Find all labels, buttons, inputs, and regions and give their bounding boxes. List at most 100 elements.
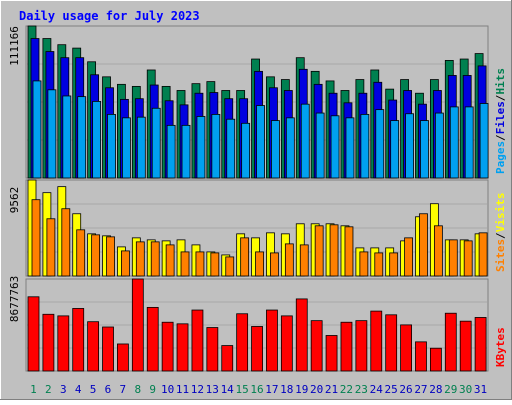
bar-sites-5: [91, 234, 101, 277]
bar-kbytes-26: [400, 324, 412, 372]
day-label-2: 2: [45, 383, 52, 396]
bar-kbytes-27: [415, 341, 427, 372]
day-label-29: 29: [444, 383, 457, 396]
bar-sites-13: [210, 252, 220, 277]
day-label-5: 5: [90, 383, 97, 396]
bar-kbytes-11: [176, 323, 189, 372]
legend-item-pages: Pages: [494, 141, 507, 174]
day-label-30: 30: [459, 383, 472, 396]
bar-kbytes-8: [131, 278, 144, 372]
bar-sites-30: [463, 240, 473, 277]
bar-sites-17: [270, 252, 279, 277]
day-label-23: 23: [355, 383, 368, 396]
bar-sites-24: [374, 252, 384, 277]
bar-kbytes-10: [161, 321, 174, 372]
bar-sites-19: [299, 244, 309, 277]
day-label-12: 12: [191, 383, 204, 396]
legend-separator: /: [494, 232, 507, 239]
day-label-31: 31: [474, 383, 487, 396]
panel-max-label: 8677763: [8, 276, 21, 322]
bar-pages-26: [405, 113, 414, 179]
bar-kbytes-3: [57, 315, 70, 372]
bar-sites-14: [225, 256, 235, 277]
day-label-14: 14: [221, 383, 235, 396]
bar-pages-15: [241, 122, 251, 179]
bar-kbytes-7: [117, 343, 129, 372]
day-label-13: 13: [206, 383, 219, 396]
bar-kbytes-1: [27, 296, 40, 372]
legend-separator: /: [494, 134, 507, 141]
legend-separator: /: [494, 95, 507, 102]
panel-legend: Sites/Visits: [494, 193, 507, 273]
day-label-22: 22: [340, 383, 353, 396]
panel-max-label: 111166: [8, 26, 21, 66]
bar-kbytes-6: [102, 326, 114, 372]
bar-sites-31: [478, 232, 488, 277]
bar-pages-4: [77, 96, 87, 179]
bar-pages-14: [226, 118, 236, 179]
panel-legend: Pages/Files/Hits: [494, 68, 507, 174]
bar-pages-1: [32, 80, 42, 179]
bar-kbytes-16: [251, 326, 263, 372]
legend-item-hits: Hits: [494, 68, 507, 95]
bar-pages-2: [47, 89, 57, 179]
bar-pages-13: [211, 114, 221, 179]
bar-pages-29: [449, 106, 459, 179]
bar-kbytes-13: [206, 327, 219, 372]
bar-kbytes-15: [236, 313, 249, 372]
bar-kbytes-25: [385, 314, 398, 372]
bar-sites-12: [195, 251, 205, 277]
bar-sites-25: [389, 252, 399, 277]
bar-kbytes-31: [474, 317, 487, 372]
bar-pages-23: [360, 114, 370, 179]
bar-kbytes-29: [444, 312, 457, 372]
bar-sites-21: [329, 224, 339, 277]
day-label-18: 18: [280, 383, 293, 396]
bar-pages-8: [136, 116, 146, 179]
bar-pages-27: [420, 120, 429, 179]
day-label-3: 3: [60, 383, 67, 396]
bar-kbytes-20: [310, 320, 323, 372]
panel-hits-files-pages: 111166 Pages/Files/Hits: [8, 25, 507, 179]
bar-pages-22: [345, 117, 355, 179]
bar-kbytes-30: [459, 320, 472, 372]
day-labels: 1 2 3 4 5 6 7 8 9 10 11 12 13 14 15 16 17 18 19 20 21 22 23 24 2…: [30, 383, 487, 396]
bar-pages-12: [196, 116, 206, 179]
day-label-24: 24: [370, 383, 384, 396]
day-label-9: 9: [149, 383, 156, 396]
bar-pages-20: [315, 112, 325, 179]
bar-pages-30: [464, 106, 474, 179]
bar-kbytes-17: [266, 309, 278, 372]
bar-sites-15: [240, 237, 250, 277]
bar-sites-3: [61, 208, 71, 277]
bar-pages-11: [181, 124, 191, 179]
day-label-6: 6: [105, 383, 112, 396]
bar-pages-18: [285, 117, 295, 179]
panel-max-label: 9562: [8, 187, 21, 214]
bar-sites-9: [150, 241, 160, 277]
bar-kbytes-24: [370, 310, 383, 372]
bar-pages-17: [271, 120, 280, 179]
legend-item-sites: Sites: [494, 239, 507, 272]
bar-sites-1: [31, 199, 41, 277]
bar-pages-31: [479, 103, 489, 179]
bar-sites-11: [180, 251, 190, 277]
bar-pages-24: [375, 109, 385, 179]
bar-sites-29: [448, 239, 458, 277]
bar-pages-10: [166, 124, 176, 179]
bar-pages-9: [151, 107, 161, 179]
day-label-8: 8: [134, 383, 141, 396]
bar-sites-2: [46, 218, 56, 277]
bar-sites-28: [433, 225, 443, 277]
bar-kbytes-12: [191, 309, 204, 372]
bar-kbytes-18: [280, 315, 293, 372]
day-label-1: 1: [30, 383, 37, 396]
panels-layer: 111166 Pages/Files/Hits 9562 Sites/Visits 86…: [8, 25, 507, 372]
day-label-19: 19: [295, 383, 308, 396]
bar-kbytes-4: [72, 308, 85, 372]
bar-sites-18: [284, 243, 294, 277]
bar-sites-6: [106, 236, 115, 277]
bar-pages-3: [62, 95, 72, 179]
